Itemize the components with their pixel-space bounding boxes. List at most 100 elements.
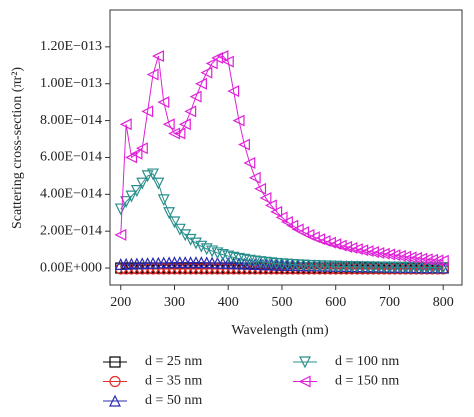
data-point [372, 246, 385, 259]
data-point [200, 66, 213, 79]
data-point [275, 211, 288, 224]
data-point [351, 263, 363, 275]
data-point [281, 215, 293, 228]
data-point [221, 55, 234, 68]
data-point [323, 236, 336, 249]
legend-label: d = 35 nm [145, 374, 202, 389]
y-tick-label: 8.00E−014 [40, 113, 102, 128]
legend-label: d = 100 nm [335, 354, 399, 369]
data-point [184, 105, 197, 118]
legend-label: d = 150 nm [335, 374, 399, 389]
data-point [216, 50, 229, 63]
data-point [340, 263, 353, 275]
data-point [377, 247, 390, 260]
data-point [114, 228, 127, 241]
data-point [404, 251, 417, 264]
data-point [270, 205, 283, 218]
data-point [394, 263, 406, 275]
data-point [345, 241, 358, 254]
data-point [190, 263, 202, 275]
data-point [125, 190, 138, 203]
x-tick-label: 600 [325, 295, 346, 310]
data-point [334, 239, 347, 252]
data-point [378, 263, 390, 275]
data-point [399, 263, 412, 275]
legend-marker [109, 394, 121, 407]
data-point [436, 254, 449, 267]
data-point [362, 263, 374, 275]
data-point [168, 263, 181, 275]
data-point [135, 142, 148, 155]
data-point [415, 252, 428, 265]
data-point [157, 194, 170, 207]
data-point [201, 263, 213, 275]
x-tick-label: 400 [218, 295, 239, 310]
data-point [189, 90, 202, 103]
data-point [410, 263, 422, 275]
data-point [426, 253, 439, 266]
data-point [420, 253, 433, 266]
data-point [184, 233, 197, 246]
y-tick-label: 6.00E−014 [40, 150, 102, 165]
x-tick-label: 500 [271, 295, 292, 310]
data-point [141, 170, 154, 183]
data-point [356, 263, 369, 275]
data-point [146, 68, 159, 81]
data-point [350, 243, 363, 256]
data-point [232, 114, 245, 127]
data-point [238, 138, 250, 151]
data-point [190, 237, 202, 250]
data-point [431, 254, 444, 267]
data-point [206, 263, 218, 275]
data-point [152, 177, 165, 190]
data-point [248, 171, 261, 184]
legend-marker [298, 375, 311, 388]
plot-frame [109, 9, 463, 286]
data-point [388, 249, 401, 262]
data-point [367, 263, 379, 275]
series-line [120, 55, 444, 262]
data-point [340, 240, 353, 253]
data-point [125, 151, 138, 164]
legend-marker [109, 375, 121, 388]
data-point [168, 127, 181, 140]
data-point [399, 250, 412, 263]
x-tick-label: 300 [164, 295, 185, 310]
x-axis-label: Wavelength (nm) [231, 323, 329, 338]
data-point [158, 263, 170, 275]
data-point [114, 203, 127, 216]
x-tick-label: 700 [379, 295, 400, 310]
data-point [195, 263, 207, 275]
data-point [329, 238, 342, 251]
y-tick-label: 0.00E+000 [40, 260, 102, 275]
data-point [147, 168, 159, 181]
data-point [383, 263, 396, 275]
data-point [389, 263, 401, 275]
data-point [373, 263, 385, 275]
y-axis-label: Scattering cross-section (πr²) [10, 67, 25, 229]
data-point [356, 244, 369, 257]
data-point [162, 118, 175, 131]
data-point [119, 118, 132, 131]
data-point [173, 127, 186, 140]
x-tick-label: 800 [433, 295, 454, 310]
data-point [163, 263, 175, 275]
data-point [179, 263, 191, 275]
data-point [141, 105, 154, 118]
data-point [152, 50, 164, 63]
data-point [168, 216, 181, 229]
data-point [178, 118, 191, 131]
data-point [136, 177, 149, 190]
data-point [286, 219, 299, 232]
data-point [120, 196, 133, 209]
series-line [120, 173, 444, 269]
legend-label: d = 50 nm [145, 393, 202, 408]
x-tick-label: 200 [110, 295, 131, 310]
data-point [130, 185, 143, 197]
data-point [346, 263, 358, 275]
data-point [393, 249, 406, 262]
data-point [405, 263, 417, 275]
y-tick-label: 2.00E−014 [40, 223, 102, 238]
data-point [157, 96, 170, 109]
